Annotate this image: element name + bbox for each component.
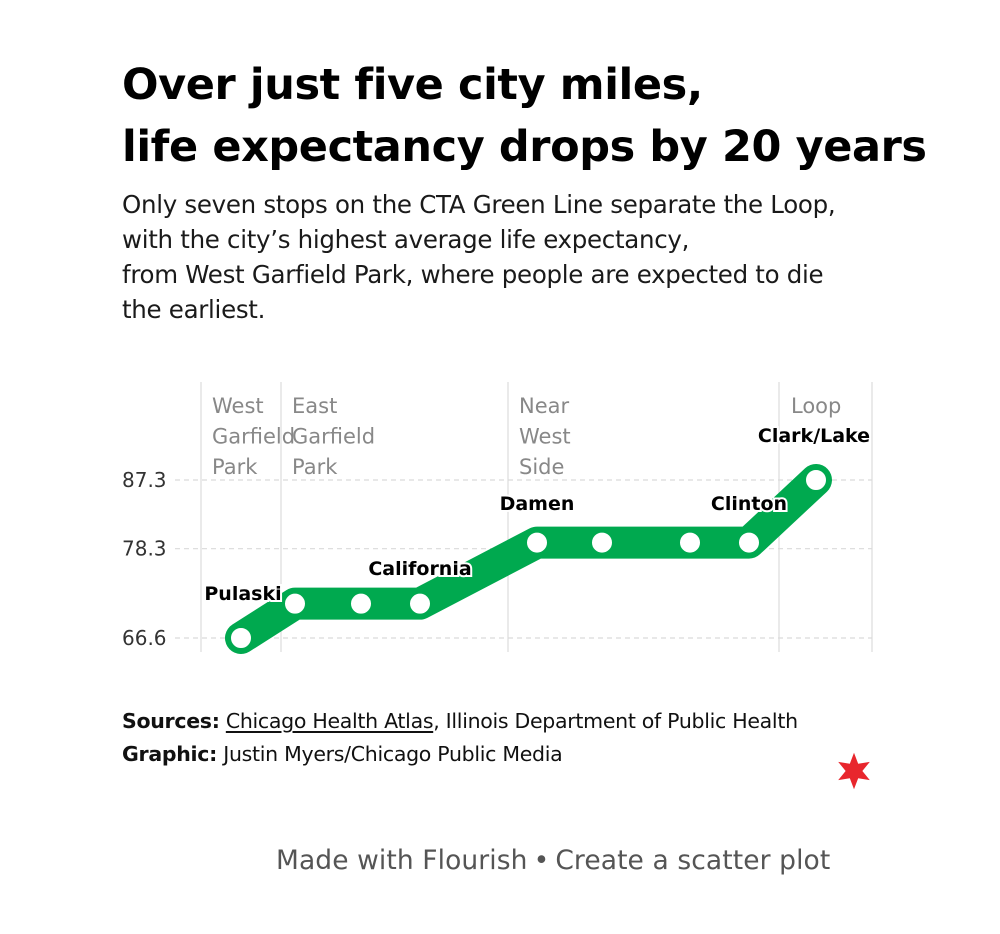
made-with-flourish-link[interactable]: Made with Flourish: [276, 845, 528, 876]
station-label-8: Clark/Lake: [758, 425, 870, 447]
chicago-star-icon: [838, 752, 870, 790]
neighborhood-label-3: Loop: [791, 394, 841, 418]
neighborhood-label-2: Near West Side: [519, 394, 571, 479]
station-marker-0: [229, 626, 253, 650]
subtitle-line-3: from West Garfield Park, where people ar…: [122, 260, 824, 289]
station-marker-3: [408, 591, 432, 616]
subtitle-line-2: with the city’s highest average life exp…: [122, 225, 690, 254]
graphic-label: Graphic:: [122, 742, 218, 766]
station-marker-6: [678, 530, 702, 555]
station-marker-4: [525, 530, 549, 555]
sources-line: Sources: Chicago Health Atlas, Illinois …: [122, 705, 802, 738]
separator-dot: •: [533, 845, 550, 876]
station-label-3: California: [368, 558, 471, 580]
neighborhood-label-0: West Garfield Park: [212, 394, 295, 479]
graphic-credit-line: Graphic: Justin Myers/Chicago Public Med…: [122, 738, 802, 771]
station-label-7: Clinton: [711, 493, 787, 515]
y-tick-label-0: 66.6: [122, 626, 167, 650]
subtitle-line-4: the earliest.: [122, 295, 266, 324]
title-line-1: Over just five city miles,: [122, 60, 703, 110]
station-marker-8: [804, 468, 828, 492]
create-scatter-plot-link[interactable]: Create a scatter plot: [555, 845, 831, 876]
chart-subtitle: Only seven stops on the CTA Green Line s…: [122, 187, 962, 327]
sources-label: Sources:: [122, 709, 220, 733]
station-marker-1: [283, 591, 307, 616]
chicago-health-atlas-link[interactable]: Chicago Health Atlas: [225, 709, 434, 733]
chart-footer: Sources: Chicago Health Atlas, Illinois …: [122, 705, 802, 771]
neighborhood-label-1: East Garfield Park: [292, 394, 375, 479]
station-label-4: Damen: [500, 493, 575, 515]
sources-rest: , Illinois Department of Public Health: [433, 709, 798, 733]
y-tick-label-1: 78.3: [122, 537, 167, 561]
title-line-2: life expectancy drops by 20 years: [122, 122, 927, 172]
subtitle-line-1: Only seven stops on the CTA Green Line s…: [122, 190, 836, 219]
station-marker-2: [349, 591, 373, 616]
chart-title: Over just five city miles, life expectan…: [122, 54, 982, 178]
graphic-credit: Justin Myers/Chicago Public Media: [223, 742, 563, 766]
flourish-footer: Made with Flourish • Create a scatter plot: [276, 845, 830, 876]
station-label-0: Pulaski: [204, 583, 281, 605]
station-marker-5: [590, 530, 614, 555]
y-tick-label-2: 87.3: [122, 468, 167, 492]
station-marker-7: [737, 530, 761, 555]
stop-layer: [229, 468, 828, 650]
